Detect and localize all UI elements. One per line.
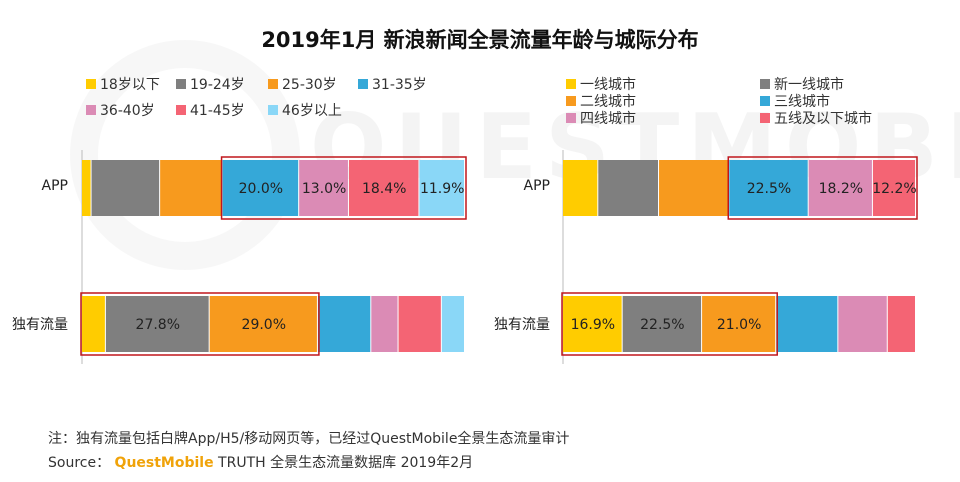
legend-label: 新一线城市 (774, 77, 844, 93)
bar-segment (209, 296, 317, 352)
bar-segment (82, 296, 105, 352)
legend-item: 三线城市 (760, 91, 830, 111)
legend-label: 五线及以下城市 (774, 111, 872, 127)
data-label: 13.0% (302, 181, 346, 197)
category-label: 独有流量 (494, 317, 550, 333)
legend-swatch (86, 79, 96, 89)
legend-swatch (760, 96, 770, 106)
highlight-box (561, 292, 778, 356)
category-label: APP (41, 178, 68, 194)
legend-item: 36-40岁 (86, 100, 155, 120)
data-label: 29.0% (242, 317, 286, 333)
legend-item: 19-24岁 (176, 74, 245, 94)
legend-label: 二线城市 (580, 94, 636, 110)
bar-segment (419, 160, 464, 216)
data-label: 11.9% (420, 181, 464, 197)
legend-swatch (176, 79, 186, 89)
source-prefix: Source： (48, 455, 111, 471)
data-label: 18.4% (362, 181, 406, 197)
legend-swatch (86, 105, 96, 115)
legend-label: 46岁以上 (282, 103, 342, 119)
legend-item: 新一线城市 (760, 74, 844, 94)
legend-label: 三线城市 (774, 94, 830, 110)
legend-item: 五线及以下城市 (760, 108, 872, 128)
source-line: Source： QuestMobile TRUTH 全景生态流量数据库 2019… (48, 452, 473, 472)
bar-segment (563, 160, 598, 216)
legend-label: 一线城市 (580, 77, 636, 93)
legend-swatch (268, 79, 278, 89)
bar-segment (838, 296, 887, 352)
data-label: 18.2% (819, 181, 863, 197)
category-label: 独有流量 (12, 317, 68, 333)
legend-swatch (358, 79, 368, 89)
legend-swatch (566, 79, 576, 89)
legend-swatch (566, 96, 576, 106)
bar-segment (622, 296, 702, 352)
legend-label: 31-35岁 (372, 77, 427, 93)
data-label: 16.9% (571, 317, 615, 333)
legend-item: 二线城市 (566, 91, 636, 111)
legend-item: 18岁以下 (86, 74, 160, 94)
legend-item: 一线城市 (566, 74, 636, 94)
footnote: 注：独有流量包括白牌App/H5/移动网页等，已经过QuestMobile全景生… (48, 431, 570, 447)
bar-segment (808, 160, 872, 216)
data-label: 22.5% (747, 181, 791, 197)
bar-segment (105, 296, 209, 352)
bar-segment (872, 160, 915, 216)
data-label: 27.8% (136, 317, 180, 333)
bar-segment (91, 160, 160, 216)
bar-segment (317, 296, 371, 352)
highlight-box (80, 292, 320, 356)
category-label: APP (523, 178, 550, 194)
data-label: 21.0% (717, 317, 761, 333)
bar-segment (729, 160, 808, 216)
bar-segment (299, 160, 348, 216)
bar-segment (371, 296, 398, 352)
data-label: 22.5% (640, 317, 684, 333)
bar-segment (702, 296, 776, 352)
legend-swatch (268, 105, 278, 115)
source-brand: QuestMobile (114, 455, 214, 471)
highlight-box (220, 156, 467, 220)
legend-item: 25-30岁 (268, 74, 337, 94)
bar-segment (598, 160, 659, 216)
bar-segment (776, 296, 838, 352)
bar-segment (222, 160, 299, 216)
bar-segment (160, 160, 222, 216)
legend-swatch (176, 105, 186, 115)
legend-item: 四线城市 (566, 108, 636, 128)
legend-item: 31-35岁 (358, 74, 427, 94)
legend-label: 四线城市 (580, 111, 636, 127)
legend-label: 18岁以下 (100, 77, 160, 93)
data-label: 12.2% (872, 181, 916, 197)
legend-label: 36-40岁 (100, 103, 155, 119)
legend-label: 41-45岁 (190, 103, 245, 119)
data-label: 20.0% (239, 181, 283, 197)
bar-segment (563, 296, 622, 352)
chart-title: 2019年1月 新浪新闻全景流量年龄与城际分布 (261, 28, 699, 52)
legend-item: 41-45岁 (176, 100, 245, 120)
bar-segment (441, 296, 464, 352)
bar-segment (887, 296, 915, 352)
legend-swatch (760, 113, 770, 123)
highlight-box (727, 156, 918, 220)
source-rest: TRUTH 全景生态流量数据库 2019年2月 (213, 455, 474, 471)
legend-swatch (566, 113, 576, 123)
bar-segment (659, 160, 729, 216)
legend-label: 25-30岁 (282, 77, 337, 93)
bar-segment (398, 296, 441, 352)
bar-segment (82, 160, 91, 216)
legend-item: 46岁以上 (268, 100, 342, 120)
bar-segment (348, 160, 419, 216)
legend-swatch (760, 79, 770, 89)
legend-label: 19-24岁 (190, 77, 245, 93)
